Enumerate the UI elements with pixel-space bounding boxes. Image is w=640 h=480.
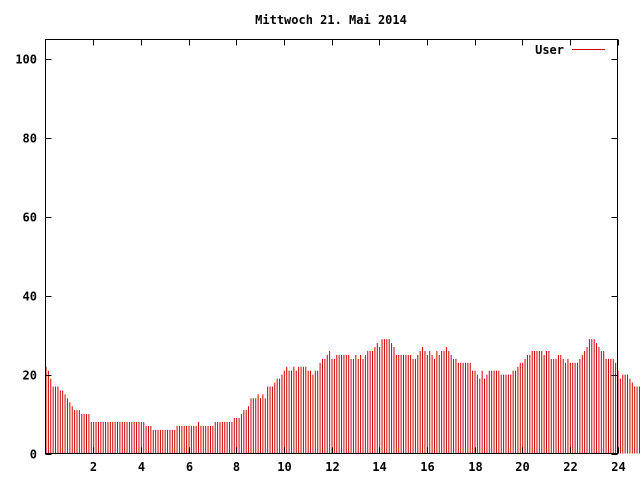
x-tick-label: 8 [233,460,240,474]
y-tick-label: 40 [23,290,37,304]
x-tick-label: 10 [277,460,291,474]
x-tick-label: 4 [138,460,145,474]
y-tick-label: 20 [23,369,37,383]
y-tick-label: 60 [23,211,37,225]
x-tick-label: 6 [186,460,193,474]
legend: User [535,43,605,57]
x-tick-label: 20 [515,460,529,474]
legend-label-user: User [535,43,564,57]
x-tick-label: 16 [420,460,434,474]
x-tick-label: 12 [325,460,339,474]
bars-layer [45,339,640,454]
x-tick-label: 24 [611,460,625,474]
chart-title: Mittwoch 21. Mai 2014 [255,13,407,27]
y-tick-label: 80 [23,132,37,146]
y-tick-label: 100 [15,53,37,67]
x-tick-label: 18 [468,460,482,474]
x-tick-label: 22 [563,460,577,474]
x-tick-label: 2 [90,460,97,474]
y-tick-label: 0 [30,448,37,462]
plot-frame [45,39,618,454]
x-tick-label: 14 [372,460,386,474]
